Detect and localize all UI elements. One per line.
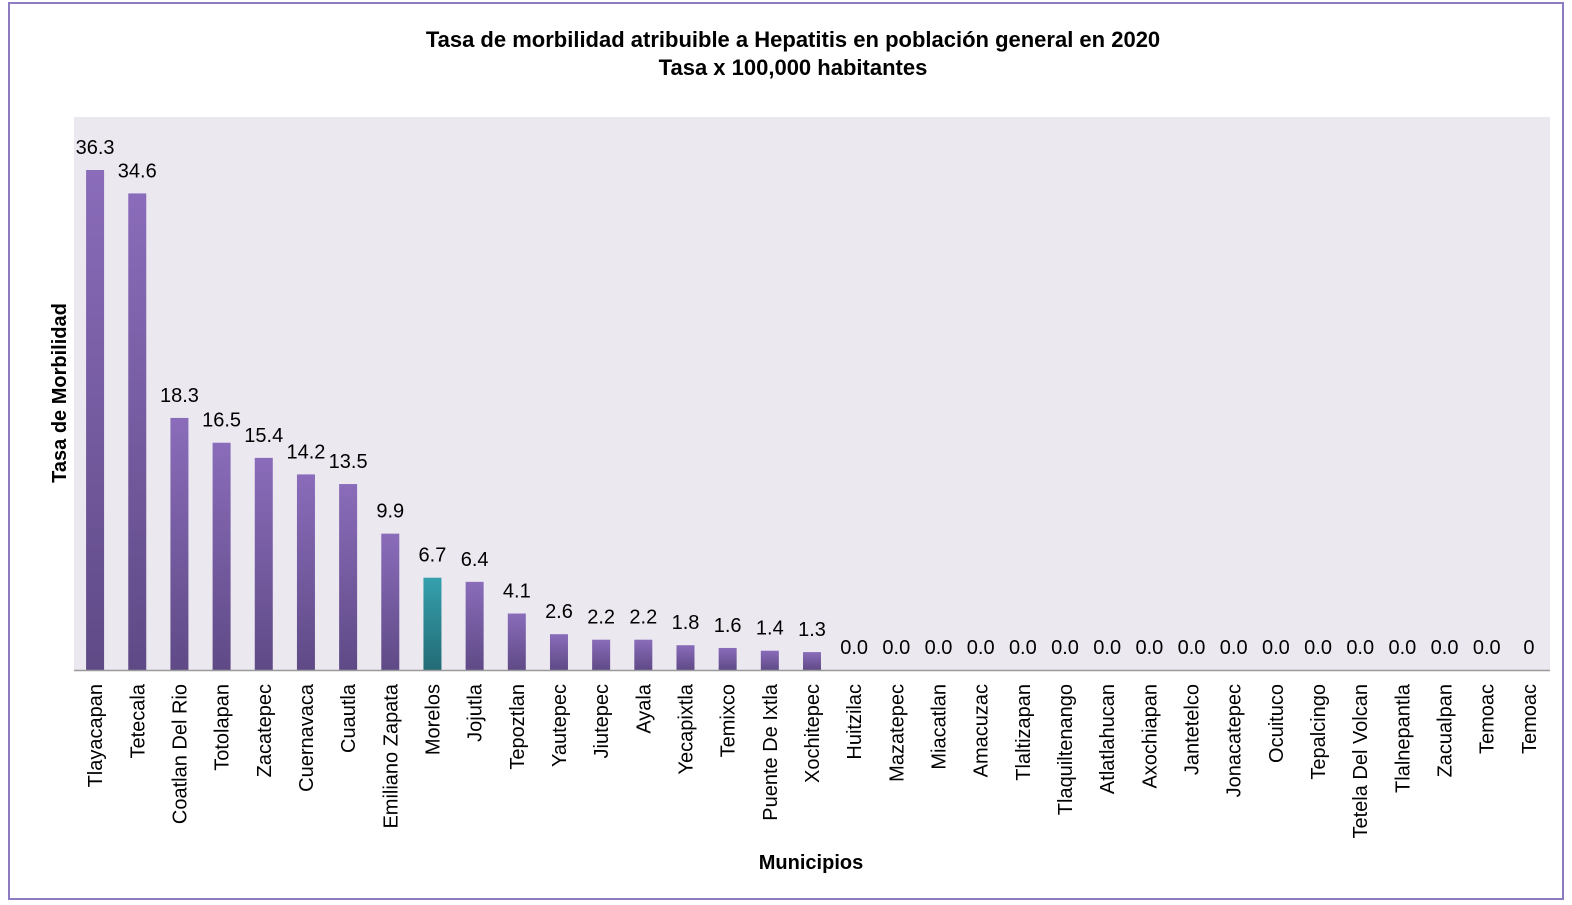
value-label-21: 0.0 [967,637,995,659]
value-label-9: 6.4 [461,549,489,571]
plot-area [74,117,1550,670]
value-label-5: 14.2 [286,441,325,463]
x-tick-label-32: Zacualpan [1435,684,1457,777]
x-tick-label-13: Ayala [633,683,655,734]
value-label-24: 0.0 [1093,637,1121,659]
bar-16 [760,650,779,670]
value-label-31: 0.0 [1388,637,1416,659]
bar-17 [803,652,821,670]
x-tick-label-15: Temixco [718,684,740,757]
x-tick-label-0: Tlayacapan [85,684,107,787]
x-tick-labels-group: Tlayacapan Tetecala Coatlan Del Rio Totolap… [85,683,1541,838]
value-label-20: 0.0 [925,637,953,659]
x-tick-label-9: Jojutla [465,683,487,742]
bar-4 [254,457,273,670]
x-tick-label-30: Tetela Del Volcan [1350,684,1372,839]
value-label-15: 1.6 [714,615,742,637]
bars-group [86,170,821,670]
x-tick-label-16: Puente De Ixtla [760,683,782,821]
bar-9 [465,581,484,670]
value-label-14: 1.8 [672,612,700,634]
value-label-6: 13.5 [329,451,368,473]
value-label-28: 0.0 [1262,637,1290,659]
value-labels-group: 36.334.6 18.316.515.414.2 13.5 9.9 6.7 6.4 4.1… [76,137,1535,659]
bar-0 [86,170,105,670]
bar-10 [507,613,526,670]
x-tick-label-26: Jantetelco [1182,684,1204,775]
x-tick-label-22: Tlaltizapan [1013,684,1035,781]
value-label-10: 4.1 [503,581,531,603]
bar-1 [128,193,147,670]
value-label-7: 9.9 [376,501,404,523]
x-tick-label-1: Tetecala [127,683,149,758]
value-label-8: 6.7 [419,545,447,567]
x-tick-label-14: Yecapixtla [675,683,697,774]
y-axis-label: Tasa de Morbilidad [49,303,71,483]
x-tick-label-24: Atlatlahucan [1097,684,1119,794]
x-tick-label-7: Emiliano Zapata [380,683,402,828]
x-tick-label-3: Totolapan [212,684,234,771]
value-label-3: 16.5 [202,410,241,432]
value-label-33: 0.0 [1473,637,1501,659]
x-tick-label-21: Amacuzac [971,684,993,777]
chart-title: Tasa de morbilidad atribuible a Hepatiti… [425,27,1161,52]
bar-14 [676,645,695,670]
x-tick-label-29: Tepalcingo [1308,684,1330,780]
bar-15 [718,647,737,670]
x-tick-label-17: Xochitepec [802,684,824,783]
value-label-29: 0.0 [1304,637,1332,659]
x-tick-label-19: Mazatepec [886,684,908,782]
x-tick-label-23: Tlaquiltenango [1055,684,1077,815]
x-tick-label-10: Tepoztlan [507,684,529,770]
x-tick-label-31: Tlalnepantla [1392,683,1414,793]
bar-6 [339,484,358,670]
bar-3 [212,442,231,670]
x-tick-label-6: Cuautla [338,683,360,753]
x-tick-label-18: Huitzilac [844,684,866,760]
value-label-2: 18.3 [160,385,199,407]
x-tick-label-34: Temoac [1519,684,1541,754]
bar-12 [592,639,611,670]
value-label-0: 36.3 [76,137,115,159]
value-label-12: 2.2 [587,607,615,629]
bar-2 [170,417,189,670]
chart-subtitle: Tasa x 100,000 habitantes [658,55,928,80]
value-label-1: 34.6 [118,160,157,182]
bar-5 [296,474,315,670]
value-label-19: 0.0 [882,637,910,659]
x-tick-label-8: Morelos [422,684,444,755]
x-tick-label-5: Cuernavaca [296,683,318,792]
value-label-22: 0.0 [1009,637,1037,659]
value-label-18: 0.0 [840,637,868,659]
x-tick-label-20: Miacatlan [929,684,951,770]
value-label-4: 15.4 [244,425,283,447]
bar-11 [549,634,568,670]
value-label-27: 0.0 [1220,637,1248,659]
x-tick-label-11: Yautepec [549,684,571,767]
value-label-23: 0.0 [1051,637,1079,659]
value-label-11: 2.6 [545,601,573,623]
bar-8 [423,577,442,670]
x-tick-label-28: Ocuituco [1266,684,1288,763]
x-tick-label-25: Axochiapan [1139,684,1161,789]
value-label-25: 0.0 [1135,637,1163,659]
value-label-32: 0.0 [1431,637,1459,659]
value-label-17: 1.3 [798,619,826,641]
value-label-30: 0.0 [1346,637,1374,659]
x-tick-label-33: Temoac [1477,684,1499,754]
value-label-16: 1.4 [756,618,784,640]
x-tick-label-12: Jiutepec [591,684,613,759]
x-tick-label-27: Jonacatepec [1224,684,1246,797]
value-label-13: 2.2 [629,607,657,629]
bar-7 [381,533,400,670]
x-tick-label-2: Coatlan Del Rio [169,684,191,824]
x-tick-label-4: Zacatepec [254,684,276,777]
x-axis-label: Municipios [759,852,863,874]
chart-title-block: Tasa de morbilidad atribuible a Hepatiti… [0,26,1572,82]
value-label-26: 0.0 [1178,637,1206,659]
value-label-34: 0 [1523,637,1534,659]
bar-13 [634,639,653,670]
